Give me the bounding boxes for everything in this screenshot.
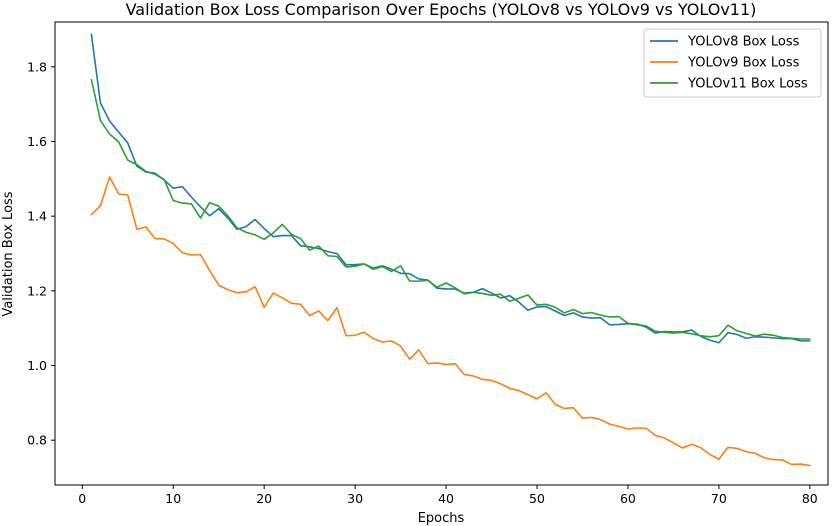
y-tick-label: 1.0 bbox=[27, 358, 47, 373]
legend-label: YOLOv11 Box Loss bbox=[687, 77, 808, 92]
y-tick-label: 1.4 bbox=[27, 209, 47, 224]
x-tick-label: 30 bbox=[347, 491, 363, 506]
series-line-yolov9-box-loss bbox=[90, 176, 811, 467]
x-tick-label: 80 bbox=[802, 491, 818, 506]
legend-box bbox=[643, 28, 822, 98]
y-axis-label: Validation Box Loss bbox=[1, 191, 16, 316]
y-tick-label: 1.2 bbox=[27, 283, 47, 298]
legend: YOLOv8 Box Loss YOLOv9 Box Loss YOLOv11 Bo… bbox=[643, 28, 822, 98]
y-tick-label: 1.6 bbox=[27, 134, 47, 149]
legend-label: YOLOv8 Box Loss bbox=[687, 35, 800, 50]
legend-label: YOLOv9 Box Loss bbox=[687, 56, 800, 71]
chart-title: Validation Box Loss Comparison Over Epoc… bbox=[126, 0, 757, 19]
y-tick-label: 0.8 bbox=[27, 433, 47, 448]
x-axis-label: Epochs bbox=[418, 511, 465, 526]
x-tick-label: 40 bbox=[438, 491, 454, 506]
series-line-yolov8-box-loss bbox=[90, 33, 811, 344]
series-line-yolov11-box-loss bbox=[90, 78, 811, 340]
x-axis: 0 10 20 30 40 50 60 70 80 bbox=[78, 485, 818, 506]
x-tick-label: 70 bbox=[711, 491, 727, 506]
plot-area bbox=[90, 33, 811, 467]
x-tick-label: 0 bbox=[78, 491, 86, 506]
y-tick-label: 1.8 bbox=[27, 59, 47, 74]
plot-frame bbox=[54, 21, 829, 486]
x-tick-label: 50 bbox=[529, 491, 545, 506]
x-tick-label: 20 bbox=[256, 491, 272, 506]
x-tick-label: 60 bbox=[620, 491, 636, 506]
y-axis: 0.8 1.0 1.2 1.4 1.6 1.8 bbox=[27, 59, 55, 448]
x-tick-label: 10 bbox=[165, 491, 181, 506]
